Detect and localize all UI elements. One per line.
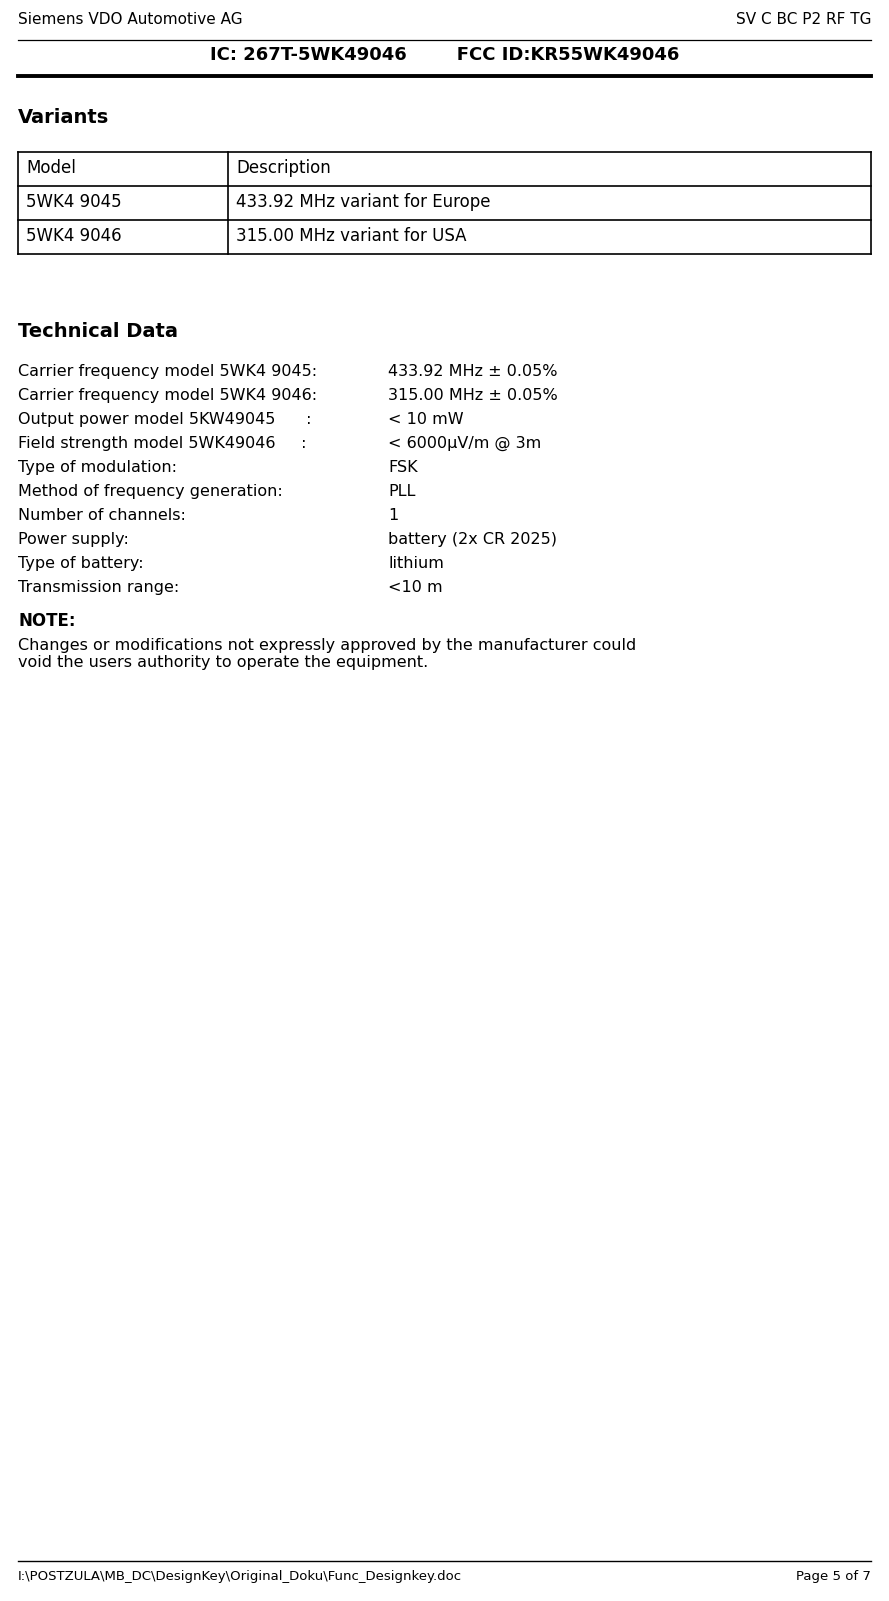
Text: 315.00 MHz ± 0.05%: 315.00 MHz ± 0.05%: [388, 387, 557, 403]
Text: Technical Data: Technical Data: [18, 322, 178, 341]
Text: NOTE:: NOTE:: [18, 612, 76, 631]
Text: < 10 mW: < 10 mW: [388, 411, 464, 427]
Text: Output power model 5KW49045      :: Output power model 5KW49045 :: [18, 411, 311, 427]
Text: Field strength model 5WK49046     :: Field strength model 5WK49046 :: [18, 435, 307, 451]
Text: Siemens VDO Automotive AG: Siemens VDO Automotive AG: [18, 11, 243, 27]
Text: battery (2x CR 2025): battery (2x CR 2025): [388, 532, 557, 548]
Text: 5WK4 9046: 5WK4 9046: [26, 227, 122, 245]
Text: FSK: FSK: [388, 459, 418, 475]
Text: Changes or modifications not expressly approved by the manufacturer could
void t: Changes or modifications not expressly a…: [18, 639, 637, 671]
Text: Page 5 of 7: Page 5 of 7: [797, 1571, 871, 1583]
Text: Type of battery:: Type of battery:: [18, 556, 144, 572]
Text: Transmission range:: Transmission range:: [18, 580, 180, 596]
Text: Model: Model: [26, 158, 76, 178]
Text: 1: 1: [388, 508, 398, 524]
Text: Carrier frequency model 5WK4 9045:: Carrier frequency model 5WK4 9045:: [18, 363, 317, 379]
Text: <10 m: <10 m: [388, 580, 443, 596]
Text: I:\POSTZULA\MB_DC\DesignKey\Original_Doku\Func_Designkey.doc: I:\POSTZULA\MB_DC\DesignKey\Original_Dok…: [18, 1571, 462, 1583]
Text: Carrier frequency model 5WK4 9046:: Carrier frequency model 5WK4 9046:: [18, 387, 317, 403]
Text: Number of channels:: Number of channels:: [18, 508, 186, 524]
Text: IC: 267T-5WK49046        FCC ID:KR55WK49046: IC: 267T-5WK49046 FCC ID:KR55WK49046: [210, 46, 679, 64]
Text: 433.92 MHz variant for Europe: 433.92 MHz variant for Europe: [236, 194, 491, 211]
Text: Variants: Variants: [18, 107, 109, 126]
Text: 315.00 MHz variant for USA: 315.00 MHz variant for USA: [236, 227, 467, 245]
Text: < 6000μV/m @ 3m: < 6000μV/m @ 3m: [388, 435, 541, 451]
Text: PLL: PLL: [388, 484, 415, 500]
Text: Description: Description: [236, 158, 331, 178]
Text: SV C BC P2 RF TG: SV C BC P2 RF TG: [735, 11, 871, 27]
Text: lithium: lithium: [388, 556, 444, 572]
Text: Method of frequency generation:: Method of frequency generation:: [18, 484, 283, 500]
Text: Type of modulation:: Type of modulation:: [18, 459, 177, 475]
Text: Power supply:: Power supply:: [18, 532, 129, 548]
Text: 5WK4 9045: 5WK4 9045: [26, 194, 122, 211]
Text: 433.92 MHz ± 0.05%: 433.92 MHz ± 0.05%: [388, 363, 557, 379]
